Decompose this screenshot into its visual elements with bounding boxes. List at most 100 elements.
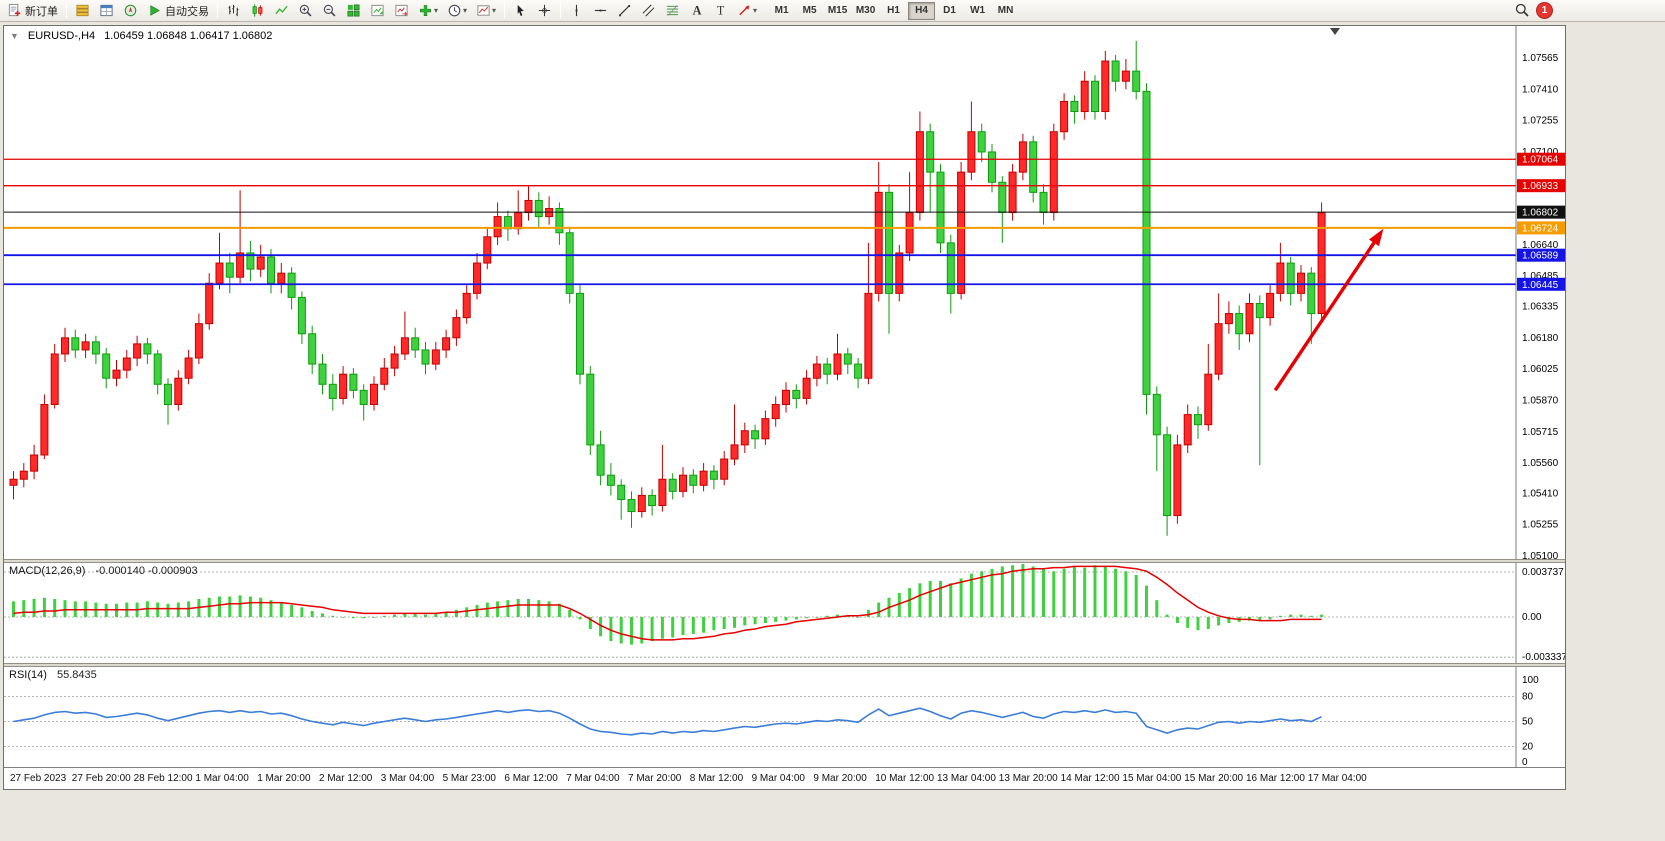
rsi-panel[interactable]: 100 80 50 20 0 RSI(14) 55.8435 bbox=[4, 667, 1565, 767]
panel-splitter[interactable] bbox=[4, 559, 1565, 563]
label-button[interactable]: T bbox=[709, 1, 732, 21]
trendline-button[interactable] bbox=[613, 1, 636, 21]
navigator-icon bbox=[124, 4, 137, 17]
price-axis: 1.07565 1.07410 1.07255 1.07100 1.06640 1.064… bbox=[1517, 53, 1565, 559]
time-axis-label: 27 Feb 20:00 bbox=[71, 773, 131, 784]
data-window-button[interactable] bbox=[95, 1, 118, 21]
clock-icon bbox=[448, 4, 461, 17]
time-axis-label: 7 Mar 20:00 bbox=[628, 773, 682, 784]
macd-signal-line bbox=[13, 565, 1322, 641]
zoom-out-button[interactable] bbox=[318, 1, 341, 21]
bar-chart-button[interactable] bbox=[222, 1, 245, 21]
timeframe-button-H1[interactable]: H1 bbox=[880, 2, 907, 20]
text-button[interactable]: A bbox=[685, 1, 708, 21]
new-order-button[interactable]: 新订单 bbox=[3, 1, 62, 21]
vertical-line-icon bbox=[575, 4, 578, 17]
zoom-in-button[interactable] bbox=[294, 1, 317, 21]
time-axis-label: 6 Mar 12:00 bbox=[504, 773, 558, 784]
timeframe-button-M15[interactable]: M15 bbox=[824, 2, 851, 20]
horizontal-line-button[interactable] bbox=[589, 1, 612, 21]
svg-text:1.05560: 1.05560 bbox=[1522, 458, 1559, 469]
fibonacci-button[interactable] bbox=[661, 1, 684, 21]
rsi-label: RSI(14) 55.8435 bbox=[9, 669, 97, 681]
search-icon[interactable] bbox=[1514, 2, 1530, 18]
panel-splitter[interactable] bbox=[4, 663, 1565, 667]
rsi-svg[interactable]: 100 80 50 20 0 bbox=[4, 667, 1565, 767]
bar-chart-icon bbox=[228, 4, 239, 17]
svg-text:1.06335: 1.06335 bbox=[1522, 301, 1559, 312]
time-axis-label: 8 Mar 12:00 bbox=[689, 773, 744, 784]
data-window-icon bbox=[100, 4, 113, 17]
svg-text:1.06724: 1.06724 bbox=[1522, 223, 1559, 234]
label-icon: T bbox=[717, 4, 725, 18]
chart-shift-button[interactable] bbox=[390, 1, 413, 21]
indicators-button[interactable]: ▾ bbox=[414, 1, 442, 21]
toolbar: 新订单 自动交 bbox=[0, 0, 1665, 22]
time-axis-label: 7 Mar 04:00 bbox=[566, 773, 620, 784]
one-click-trading-toggle[interactable]: ▼ bbox=[10, 31, 19, 41]
svg-text:1.06445: 1.06445 bbox=[1522, 280, 1559, 291]
svg-text:T: T bbox=[717, 4, 725, 18]
tile-windows-button[interactable] bbox=[342, 1, 365, 21]
macd-panel[interactable]: 0.003737 0.00 -0.003337 MACD(12,26,9) -0.0… bbox=[4, 563, 1565, 663]
svg-text:1.07100: 1.07100 bbox=[1522, 147, 1559, 158]
main-chart-panel[interactable]: 1.07565 1.07410 1.07255 1.07100 1.06640 1.064… bbox=[4, 26, 1565, 559]
chevron-down-icon: ▾ bbox=[492, 6, 497, 15]
svg-text:1.06802: 1.06802 bbox=[1522, 208, 1559, 219]
svg-text:80: 80 bbox=[1522, 692, 1534, 703]
timeframe-button-H4[interactable]: H4 bbox=[908, 1, 936, 20]
periods-button[interactable]: ▾ bbox=[443, 1, 471, 21]
notification-badge[interactable]: 1 bbox=[1537, 2, 1552, 18]
line-chart-button[interactable] bbox=[270, 1, 293, 21]
auto-scroll-button[interactable] bbox=[366, 1, 389, 21]
macd-svg[interactable]: 0.003737 0.00 -0.003337 bbox=[4, 563, 1565, 663]
timeframe-group: M1 M5 M15 M30 H1 H4 D1 W1 MN bbox=[768, 1, 1019, 20]
timeframe-button-M30[interactable]: M30 bbox=[852, 2, 879, 20]
svg-text:1.05870: 1.05870 bbox=[1522, 395, 1559, 406]
time-axis-label: 9 Mar 20:00 bbox=[813, 773, 867, 784]
templates-button[interactable]: ▾ bbox=[472, 1, 500, 21]
vertical-line-button[interactable] bbox=[565, 1, 588, 21]
trend-arrow-annotation[interactable] bbox=[1273, 228, 1384, 392]
arrows-tool-button[interactable]: ▾ bbox=[733, 1, 761, 21]
crosshair-button[interactable] bbox=[533, 1, 556, 21]
time-axis-label: 1 Mar 20:00 bbox=[257, 773, 311, 784]
time-axis-label: 13 Mar 20:00 bbox=[998, 773, 1058, 784]
equidistant-channel-button[interactable] bbox=[637, 1, 660, 21]
timeframe-button-M1[interactable]: M1 bbox=[768, 2, 795, 20]
rsi-name: RSI(14) bbox=[9, 669, 47, 681]
arrow-tool-icon bbox=[739, 5, 750, 16]
time-axis-label: 10 Mar 12:00 bbox=[875, 773, 935, 784]
svg-text:-0.003337: -0.003337 bbox=[1522, 652, 1565, 663]
svg-text:1.06025: 1.06025 bbox=[1522, 364, 1559, 375]
svg-text:0.003737: 0.003737 bbox=[1522, 567, 1564, 578]
svg-text:0.00: 0.00 bbox=[1522, 612, 1542, 623]
time-axis-label: 16 Mar 12:00 bbox=[1246, 773, 1305, 784]
chart-shift-marker bbox=[1330, 28, 1340, 35]
timeframe-button-M5[interactable]: M5 bbox=[796, 2, 823, 20]
time-axis-label: 14 Mar 12:00 bbox=[1060, 773, 1120, 784]
svg-text:20: 20 bbox=[1522, 741, 1534, 752]
timeframe-button-W1[interactable]: W1 bbox=[964, 2, 991, 20]
navigator-button[interactable] bbox=[119, 1, 142, 21]
time-axis[interactable]: 27 Feb 2023 27 Feb 20:00 28 Feb 12:00 1 Mar… bbox=[4, 767, 1565, 789]
toolbar-separator bbox=[66, 3, 67, 18]
cursor-button[interactable] bbox=[509, 1, 532, 21]
time-axis-label: 27 Feb 2023 bbox=[10, 773, 67, 784]
candles-layer bbox=[9, 40, 1326, 536]
main-chart-svg[interactable]: 1.07565 1.07410 1.07255 1.07100 1.06640 1.064… bbox=[4, 26, 1565, 559]
svg-text:1.05100: 1.05100 bbox=[1522, 551, 1559, 559]
auto-scroll-icon bbox=[371, 4, 384, 17]
svg-text:1.07064: 1.07064 bbox=[1522, 155, 1559, 166]
time-axis-label: 1 Mar 04:00 bbox=[195, 773, 249, 784]
market-watch-button[interactable] bbox=[71, 1, 94, 21]
timeframe-button-D1[interactable]: D1 bbox=[936, 2, 963, 20]
timeframe-button-MN[interactable]: MN bbox=[992, 2, 1019, 20]
rsi-line bbox=[13, 707, 1322, 736]
svg-text:0: 0 bbox=[1522, 757, 1528, 767]
macd-histogram bbox=[12, 564, 1324, 645]
candlestick-chart-button[interactable] bbox=[246, 1, 269, 21]
auto-trading-button[interactable]: 自动交易 bbox=[143, 1, 213, 21]
template-chart-icon bbox=[477, 5, 490, 16]
candlestick-chart-icon bbox=[252, 4, 263, 17]
